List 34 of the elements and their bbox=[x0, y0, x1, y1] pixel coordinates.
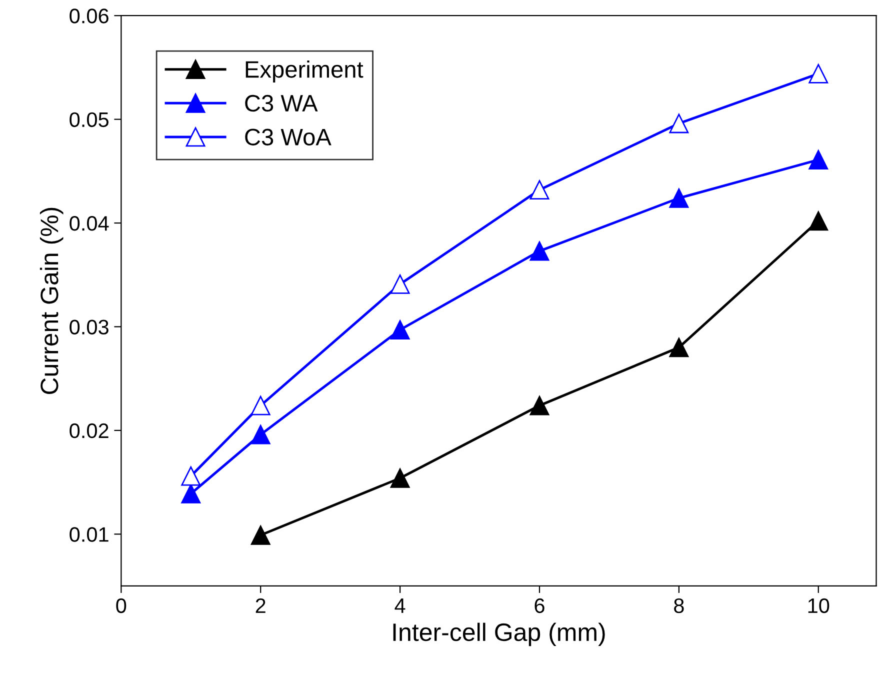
point bbox=[390, 468, 410, 488]
x-tick-label: 4 bbox=[394, 598, 406, 613]
x-tick-label: 8 bbox=[674, 598, 684, 614]
point bbox=[390, 274, 410, 294]
point bbox=[530, 241, 550, 261]
point bbox=[530, 180, 550, 200]
point bbox=[808, 211, 828, 231]
point bbox=[669, 338, 689, 358]
y-tick-label: 0.06 bbox=[70, 8, 108, 24]
y-axis-title: Current Gain (%) bbox=[40, 208, 64, 394]
y-tick-label: 0.04 bbox=[70, 216, 109, 231]
point bbox=[669, 114, 689, 134]
point bbox=[669, 188, 689, 208]
y-tick-label: 0.01 bbox=[70, 527, 108, 542]
point bbox=[181, 484, 201, 504]
point bbox=[181, 466, 201, 486]
legend-label: Experiment bbox=[246, 60, 364, 82]
x-axis-title: Inter-cell Gap (mm) bbox=[393, 622, 605, 646]
legend-label: C3 WA bbox=[245, 94, 318, 112]
legend-label: C3 WoA bbox=[245, 128, 332, 146]
point bbox=[390, 320, 410, 340]
x-tick-label: 10 bbox=[808, 598, 830, 614]
point bbox=[250, 525, 270, 545]
x-tick-label: 2 bbox=[256, 598, 266, 613]
point bbox=[530, 396, 550, 416]
x-tick-label: 6 bbox=[534, 598, 544, 614]
point bbox=[808, 64, 828, 84]
point bbox=[250, 396, 270, 416]
point bbox=[250, 424, 270, 444]
y-tick-label: 0.05 bbox=[70, 112, 108, 128]
x-tick-label: 0 bbox=[116, 598, 126, 614]
y-tick-label: 0.03 bbox=[70, 320, 108, 334]
y-tick-label: 0.02 bbox=[70, 423, 108, 438]
point bbox=[808, 150, 828, 170]
